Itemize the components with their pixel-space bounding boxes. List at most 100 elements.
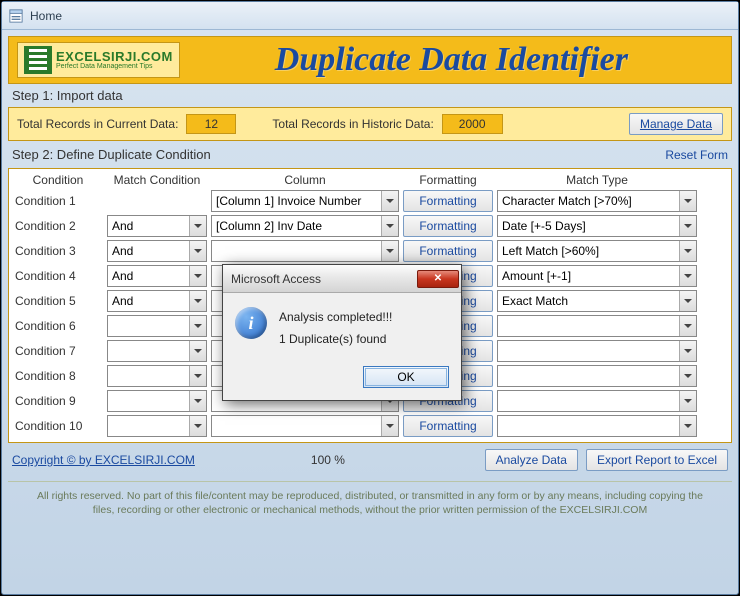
step1-label: Step 1: Import data bbox=[12, 88, 732, 103]
match-type-combo[interactable] bbox=[497, 390, 697, 412]
formatting-button[interactable]: Formatting bbox=[403, 190, 493, 212]
chevron-down-icon bbox=[679, 416, 696, 436]
chevron-down-icon bbox=[381, 216, 398, 236]
titlebar: Home bbox=[2, 2, 738, 30]
footer-row: Copyright © by EXCELSIRJI.COM 100 % Anal… bbox=[8, 443, 732, 477]
match-condition-combo[interactable] bbox=[107, 415, 207, 437]
app-title: Duplicate Data Identifier bbox=[180, 41, 723, 79]
match-condition-combo[interactable]: And bbox=[107, 265, 207, 287]
historic-records-label: Total Records in Historic Data: bbox=[272, 117, 433, 131]
match-condition-combo[interactable]: And bbox=[107, 290, 207, 312]
logo-main-text: EXCELSIRJI.COM bbox=[56, 50, 173, 63]
match-condition-combo[interactable] bbox=[107, 315, 207, 337]
header-banner: EXCELSIRJI.COM Perfect Data Management T… bbox=[8, 36, 732, 84]
match-type-combo[interactable]: Character Match [>70%] bbox=[497, 190, 697, 212]
chevron-down-icon bbox=[189, 291, 206, 311]
chevron-down-icon bbox=[679, 316, 696, 336]
condition-row: Condition 10 Formatting bbox=[13, 415, 727, 437]
condition-label: Condition 8 bbox=[13, 369, 103, 383]
match-type-combo[interactable]: Exact Match bbox=[497, 290, 697, 312]
condition-label: Condition 3 bbox=[13, 244, 103, 258]
match-condition-combo[interactable]: And bbox=[107, 240, 207, 262]
chevron-down-icon bbox=[189, 366, 206, 386]
match-condition-combo[interactable] bbox=[107, 340, 207, 362]
chevron-down-icon bbox=[189, 416, 206, 436]
dialog-title: Microsoft Access bbox=[231, 272, 417, 286]
reset-form-link[interactable]: Reset Form bbox=[665, 148, 728, 162]
column-combo[interactable] bbox=[211, 240, 399, 262]
logo-icon bbox=[24, 46, 52, 74]
match-type-combo[interactable]: Date [+-5 Days] bbox=[497, 215, 697, 237]
match-type-combo[interactable] bbox=[497, 365, 697, 387]
chevron-down-icon bbox=[189, 266, 206, 286]
current-records-value: 12 bbox=[186, 114, 236, 134]
formatting-button[interactable]: Formatting bbox=[403, 415, 493, 437]
chevron-down-icon bbox=[189, 341, 206, 361]
ok-button[interactable]: OK bbox=[363, 366, 449, 388]
export-report-button[interactable]: Export Report to Excel bbox=[586, 449, 728, 471]
step2-label: Step 2: Define Duplicate Condition bbox=[12, 147, 211, 162]
chevron-down-icon bbox=[679, 391, 696, 411]
dialog-line1: Analysis completed!!! bbox=[279, 307, 392, 329]
condition-label: Condition 2 bbox=[13, 219, 103, 233]
copyright-link[interactable]: Copyright © by EXCELSIRJI.COM bbox=[12, 453, 195, 467]
condition-label: Condition 7 bbox=[13, 344, 103, 358]
window-title: Home bbox=[30, 9, 62, 23]
match-type-combo[interactable] bbox=[497, 340, 697, 362]
condition-label: Condition 6 bbox=[13, 319, 103, 333]
chevron-down-icon bbox=[189, 216, 206, 236]
chevron-down-icon bbox=[189, 316, 206, 336]
chevron-down-icon bbox=[189, 391, 206, 411]
col-header-type: Match Type bbox=[497, 173, 697, 187]
manage-data-button[interactable]: Manage Data bbox=[629, 113, 723, 135]
col-header-match: Match Condition bbox=[107, 173, 207, 187]
logo-sub-text: Perfect Data Management Tips bbox=[56, 63, 173, 70]
disclaimer-text: All rights reserved. No part of this fil… bbox=[8, 481, 732, 525]
progress-percent: 100 % bbox=[311, 453, 345, 467]
step1-box: Total Records in Current Data: 12 Total … bbox=[8, 107, 732, 141]
chevron-down-icon bbox=[381, 416, 398, 436]
current-records-label: Total Records in Current Data: bbox=[17, 117, 178, 131]
chevron-down-icon bbox=[679, 266, 696, 286]
historic-records-value: 2000 bbox=[442, 114, 503, 134]
chevron-down-icon bbox=[679, 241, 696, 261]
column-combo[interactable] bbox=[211, 415, 399, 437]
match-type-combo[interactable] bbox=[497, 315, 697, 337]
chevron-down-icon bbox=[679, 216, 696, 236]
logo: EXCELSIRJI.COM Perfect Data Management T… bbox=[17, 42, 180, 78]
match-condition-combo[interactable] bbox=[107, 365, 207, 387]
condition-label: Condition 5 bbox=[13, 294, 103, 308]
chevron-down-icon bbox=[381, 191, 398, 211]
condition-row: Condition 1 [Column 1] Invoice NumberForm… bbox=[13, 190, 727, 212]
chevron-down-icon bbox=[679, 341, 696, 361]
info-icon: i bbox=[235, 307, 267, 339]
condition-label: Condition 9 bbox=[13, 394, 103, 408]
dialog-titlebar: Microsoft Access ✕ bbox=[223, 265, 461, 293]
condition-row: Condition 2 And[Column 2] Inv DateFormatt… bbox=[13, 215, 727, 237]
condition-label: Condition 10 bbox=[13, 419, 103, 433]
column-combo[interactable]: [Column 1] Invoice Number bbox=[211, 190, 399, 212]
column-combo[interactable]: [Column 2] Inv Date bbox=[211, 215, 399, 237]
dialog-line2: 1 Duplicate(s) found bbox=[279, 329, 392, 351]
col-header-condition: Condition bbox=[13, 173, 103, 187]
match-type-combo[interactable]: Amount [+-1] bbox=[497, 265, 697, 287]
condition-label: Condition 4 bbox=[13, 269, 103, 283]
match-type-combo[interactable] bbox=[497, 415, 697, 437]
chevron-down-icon bbox=[679, 291, 696, 311]
chevron-down-icon bbox=[381, 241, 398, 261]
match-condition-combo[interactable]: And bbox=[107, 215, 207, 237]
chevron-down-icon bbox=[189, 241, 206, 261]
match-condition-combo[interactable] bbox=[107, 390, 207, 412]
close-icon[interactable]: ✕ bbox=[417, 270, 459, 288]
col-header-column: Column bbox=[211, 173, 399, 187]
formatting-button[interactable]: Formatting bbox=[403, 240, 493, 262]
col-header-formatting: Formatting bbox=[403, 173, 493, 187]
chevron-down-icon bbox=[679, 366, 696, 386]
formatting-button[interactable]: Formatting bbox=[403, 215, 493, 237]
analyze-data-button[interactable]: Analyze Data bbox=[485, 449, 578, 471]
match-type-combo[interactable]: Left Match [>60%] bbox=[497, 240, 697, 262]
form-icon bbox=[8, 8, 24, 24]
message-dialog: Microsoft Access ✕ i Analysis completed!… bbox=[222, 264, 462, 401]
condition-label: Condition 1 bbox=[13, 194, 103, 208]
chevron-down-icon bbox=[679, 191, 696, 211]
